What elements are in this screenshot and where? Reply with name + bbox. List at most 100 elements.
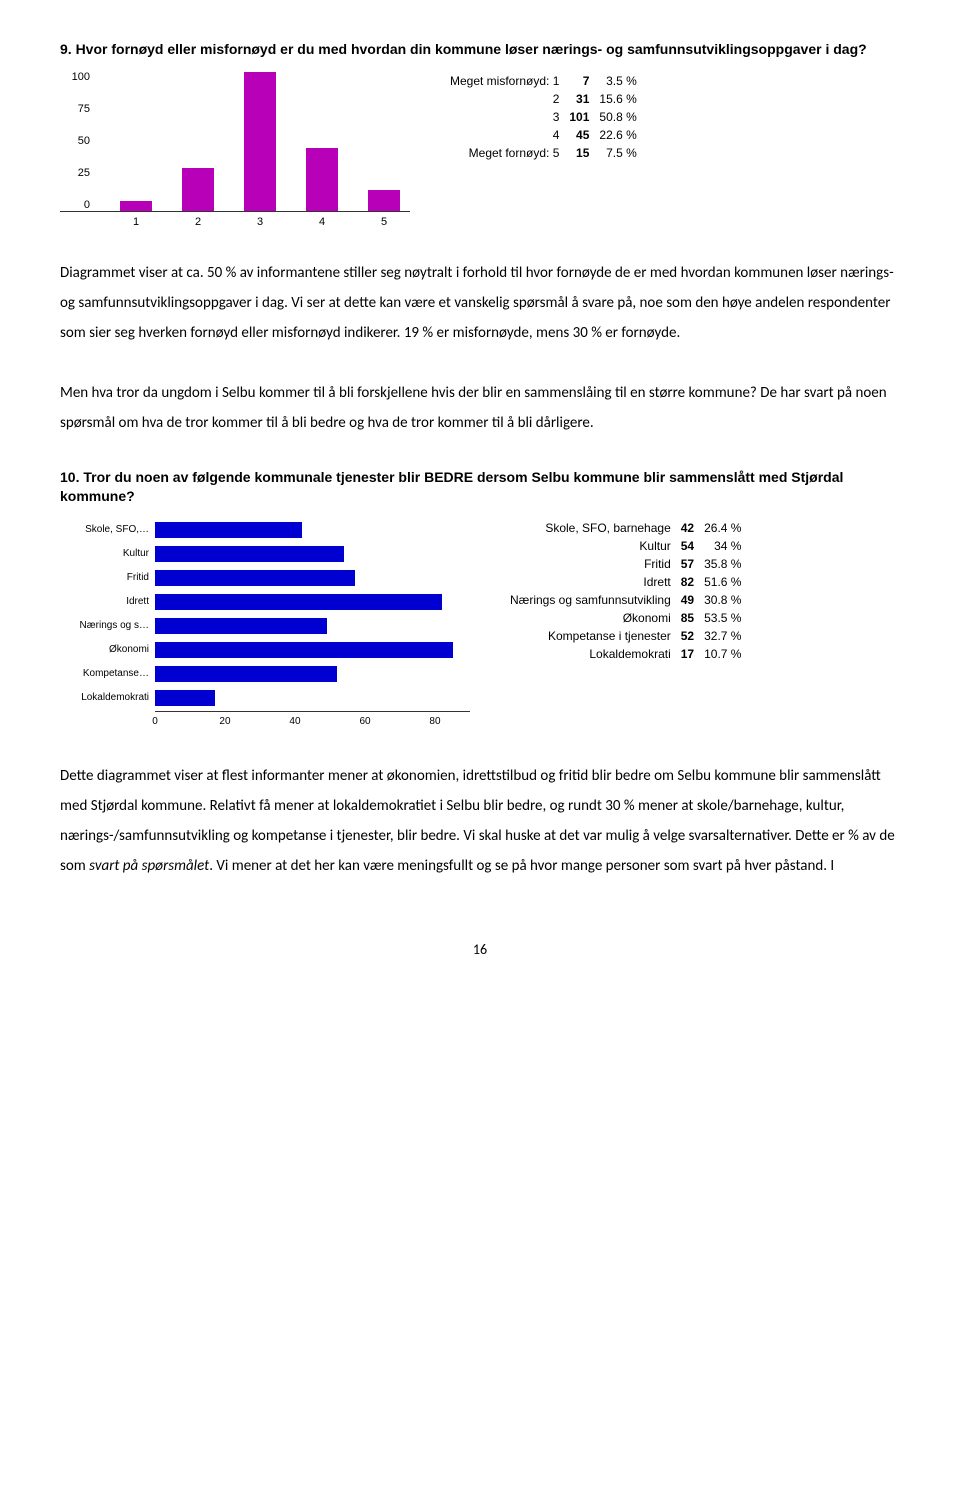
legend-cell: Kompetanse i tjenester bbox=[510, 627, 681, 645]
paragraph-2: Men hva tror da ungdom i Selbu kommer ti… bbox=[60, 378, 900, 438]
xlabel: 1 bbox=[120, 216, 152, 228]
xtick: 0 bbox=[152, 716, 158, 727]
q9-vbar-chart: 1007550250 12345 bbox=[60, 72, 410, 228]
ytick: 75 bbox=[60, 104, 90, 115]
legend-cell: 7.5 % bbox=[599, 144, 646, 162]
q9-title: 9. Hvor fornøyd eller misfornøyd er du m… bbox=[60, 40, 900, 60]
hbar-track bbox=[155, 666, 470, 682]
legend-row: Økonomi8553.5 % bbox=[510, 609, 751, 627]
ytick: 25 bbox=[60, 168, 90, 179]
hbar-label: Kultur bbox=[60, 548, 155, 559]
hbar-track bbox=[155, 618, 470, 634]
hbar-fill bbox=[155, 570, 355, 586]
legend-cell: 30.8 % bbox=[704, 591, 751, 609]
legend-cell: Økonomi bbox=[510, 609, 681, 627]
legend-cell: Meget misfornøyd: 1 bbox=[450, 72, 569, 90]
hbar-row: Nærings og s… bbox=[60, 615, 470, 637]
legend-cell: 15.6 % bbox=[599, 90, 646, 108]
legend-cell: 17 bbox=[681, 645, 704, 663]
q9-bars bbox=[100, 72, 400, 211]
hbar-fill bbox=[155, 642, 453, 658]
legend-row: Nærings og samfunnsutvikling4930.8 % bbox=[510, 591, 751, 609]
q10-hbar-chart: Skole, SFO,… Kultur Fritid Idrett Nærings og… bbox=[60, 519, 470, 731]
hbar-row: Kultur bbox=[60, 543, 470, 565]
legend-cell: 4 bbox=[450, 126, 569, 144]
q10-title: 10. Tror du noen av følgende kommunale t… bbox=[60, 468, 900, 507]
xlabel: 2 bbox=[182, 216, 214, 228]
hbar-track bbox=[155, 594, 470, 610]
legend-cell: 31 bbox=[569, 90, 599, 108]
legend-row: Idrett8251.6 % bbox=[510, 573, 751, 591]
q10-xaxis: 020406080 bbox=[155, 711, 470, 731]
hbar-label: Idrett bbox=[60, 596, 155, 607]
hbar-row: Lokaldemokrati bbox=[60, 687, 470, 709]
hbar-fill bbox=[155, 546, 344, 562]
bar bbox=[368, 190, 400, 211]
hbar-row: Skole, SFO,… bbox=[60, 519, 470, 541]
legend-cell: 54 bbox=[681, 537, 704, 555]
legend-row: Kompetanse i tjenester5232.7 % bbox=[510, 627, 751, 645]
legend-cell: Idrett bbox=[510, 573, 681, 591]
paragraph-1: Diagrammet viser at ca. 50 % av informan… bbox=[60, 258, 900, 348]
legend-cell: Fritid bbox=[510, 555, 681, 573]
hbar-label: Økonomi bbox=[60, 644, 155, 655]
bar bbox=[306, 148, 338, 211]
legend-cell: 22.6 % bbox=[599, 126, 646, 144]
xtick: 20 bbox=[219, 716, 230, 727]
legend-cell: 51.6 % bbox=[704, 573, 751, 591]
ytick: 50 bbox=[60, 136, 90, 147]
legend-cell: 26.4 % bbox=[704, 519, 751, 537]
legend-cell: Meget fornøyd: 5 bbox=[450, 144, 569, 162]
legend-cell: 57 bbox=[681, 555, 704, 573]
q9-xlabels: 12345 bbox=[60, 216, 410, 228]
legend-cell: 34 % bbox=[704, 537, 751, 555]
legend-cell: Skole, SFO, barnehage bbox=[510, 519, 681, 537]
hbar-label: Kompetanse… bbox=[60, 668, 155, 679]
paragraph-3: Dette diagrammet viser at flest informan… bbox=[60, 761, 900, 881]
legend-cell: Kultur bbox=[510, 537, 681, 555]
hbar-track bbox=[155, 522, 470, 538]
hbar-track bbox=[155, 546, 470, 562]
hbar-fill bbox=[155, 666, 337, 682]
para3-italic: svart på spørsmålet bbox=[89, 857, 209, 875]
legend-cell: 7 bbox=[569, 72, 599, 90]
legend-cell: 50.8 % bbox=[599, 108, 646, 126]
legend-row: Meget misfornøyd: 173.5 % bbox=[450, 72, 647, 90]
ytick: 100 bbox=[60, 72, 90, 83]
xtick: 40 bbox=[289, 716, 300, 727]
legend-row: Meget fornøyd: 5157.5 % bbox=[450, 144, 647, 162]
page-number: 16 bbox=[60, 941, 900, 958]
legend-cell: 82 bbox=[681, 573, 704, 591]
hbar-fill bbox=[155, 522, 302, 538]
legend-cell: 35.8 % bbox=[704, 555, 751, 573]
hbar-label: Nærings og s… bbox=[60, 620, 155, 631]
legend-cell: 10.7 % bbox=[704, 645, 751, 663]
bar bbox=[120, 201, 152, 211]
hbar-label: Lokaldemokrati bbox=[60, 692, 155, 703]
legend-cell: 32.7 % bbox=[704, 627, 751, 645]
legend-row: 23115.6 % bbox=[450, 90, 647, 108]
legend-cell: 85 bbox=[681, 609, 704, 627]
hbar-track bbox=[155, 570, 470, 586]
q9-plot: 1007550250 bbox=[60, 72, 410, 212]
xlabel: 5 bbox=[368, 216, 400, 228]
hbar-fill bbox=[155, 618, 327, 634]
legend-cell: 49 bbox=[681, 591, 704, 609]
legend-row: 310150.8 % bbox=[450, 108, 647, 126]
bar bbox=[182, 168, 214, 211]
legend-cell: 45 bbox=[569, 126, 599, 144]
hbar-label: Skole, SFO,… bbox=[60, 524, 155, 535]
para3-post: . Vi mener at det her kan være meningsfu… bbox=[209, 857, 834, 875]
legend-row: Fritid5735.8 % bbox=[510, 555, 751, 573]
q9-chart-block: 1007550250 12345 Meget misfornøyd: 173.5… bbox=[60, 72, 900, 228]
legend-cell: 52 bbox=[681, 627, 704, 645]
legend-row: 44522.6 % bbox=[450, 126, 647, 144]
hbar-row: Kompetanse… bbox=[60, 663, 470, 685]
hbar-label: Fritid bbox=[60, 572, 155, 583]
legend-row: Kultur5434 % bbox=[510, 537, 751, 555]
q9-yaxis: 1007550250 bbox=[60, 72, 95, 211]
hbar-track bbox=[155, 690, 470, 706]
q10-bars: Skole, SFO,… Kultur Fritid Idrett Nærings og… bbox=[60, 519, 470, 709]
xtick: 80 bbox=[429, 716, 440, 727]
legend-cell: 3 bbox=[450, 108, 569, 126]
